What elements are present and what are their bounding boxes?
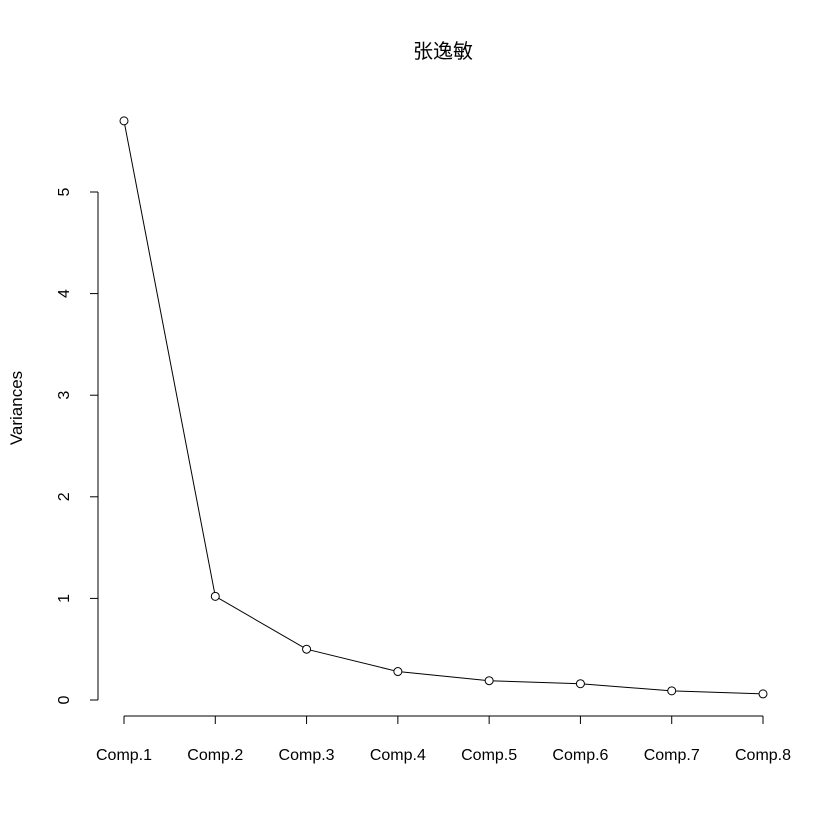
x-axis-ticks: Comp.1 Comp.2 Comp.3 Comp.4 Comp.5 Comp.6 Comp… bbox=[96, 716, 791, 764]
y-tick-label: 5 bbox=[56, 187, 73, 196]
y-tick-label: 1 bbox=[56, 594, 73, 603]
y-axis-label: Variances bbox=[7, 371, 26, 445]
y-tick-label: 2 bbox=[56, 492, 73, 501]
data-point bbox=[302, 644, 312, 654]
y-axis-ticks: 0 1 2 3 4 5 bbox=[56, 187, 98, 704]
x-tick-label: Comp.6 bbox=[552, 747, 608, 764]
y-tick-label: 0 bbox=[56, 695, 73, 704]
x-tick-label: Comp.5 bbox=[461, 747, 517, 764]
data-point bbox=[575, 679, 585, 689]
x-tick-label: Comp.1 bbox=[96, 747, 152, 764]
data-point bbox=[210, 591, 220, 601]
y-tick-label: 3 bbox=[56, 391, 73, 400]
data-point bbox=[393, 667, 403, 677]
data-point bbox=[667, 686, 677, 696]
data-points bbox=[119, 116, 768, 699]
y-tick-label: 4 bbox=[56, 289, 73, 298]
x-tick-label: Comp.2 bbox=[187, 747, 243, 764]
x-tick-label: Comp.3 bbox=[279, 747, 335, 764]
chart-title: 张逸敏 bbox=[413, 40, 473, 63]
x-tick-label: Comp.8 bbox=[735, 747, 791, 764]
data-point bbox=[119, 116, 129, 126]
data-point bbox=[758, 689, 768, 699]
x-tick-label: Comp.4 bbox=[370, 747, 426, 764]
variance-line bbox=[123, 120, 764, 695]
data-point bbox=[484, 676, 494, 686]
x-tick-label: Comp.7 bbox=[644, 747, 700, 764]
